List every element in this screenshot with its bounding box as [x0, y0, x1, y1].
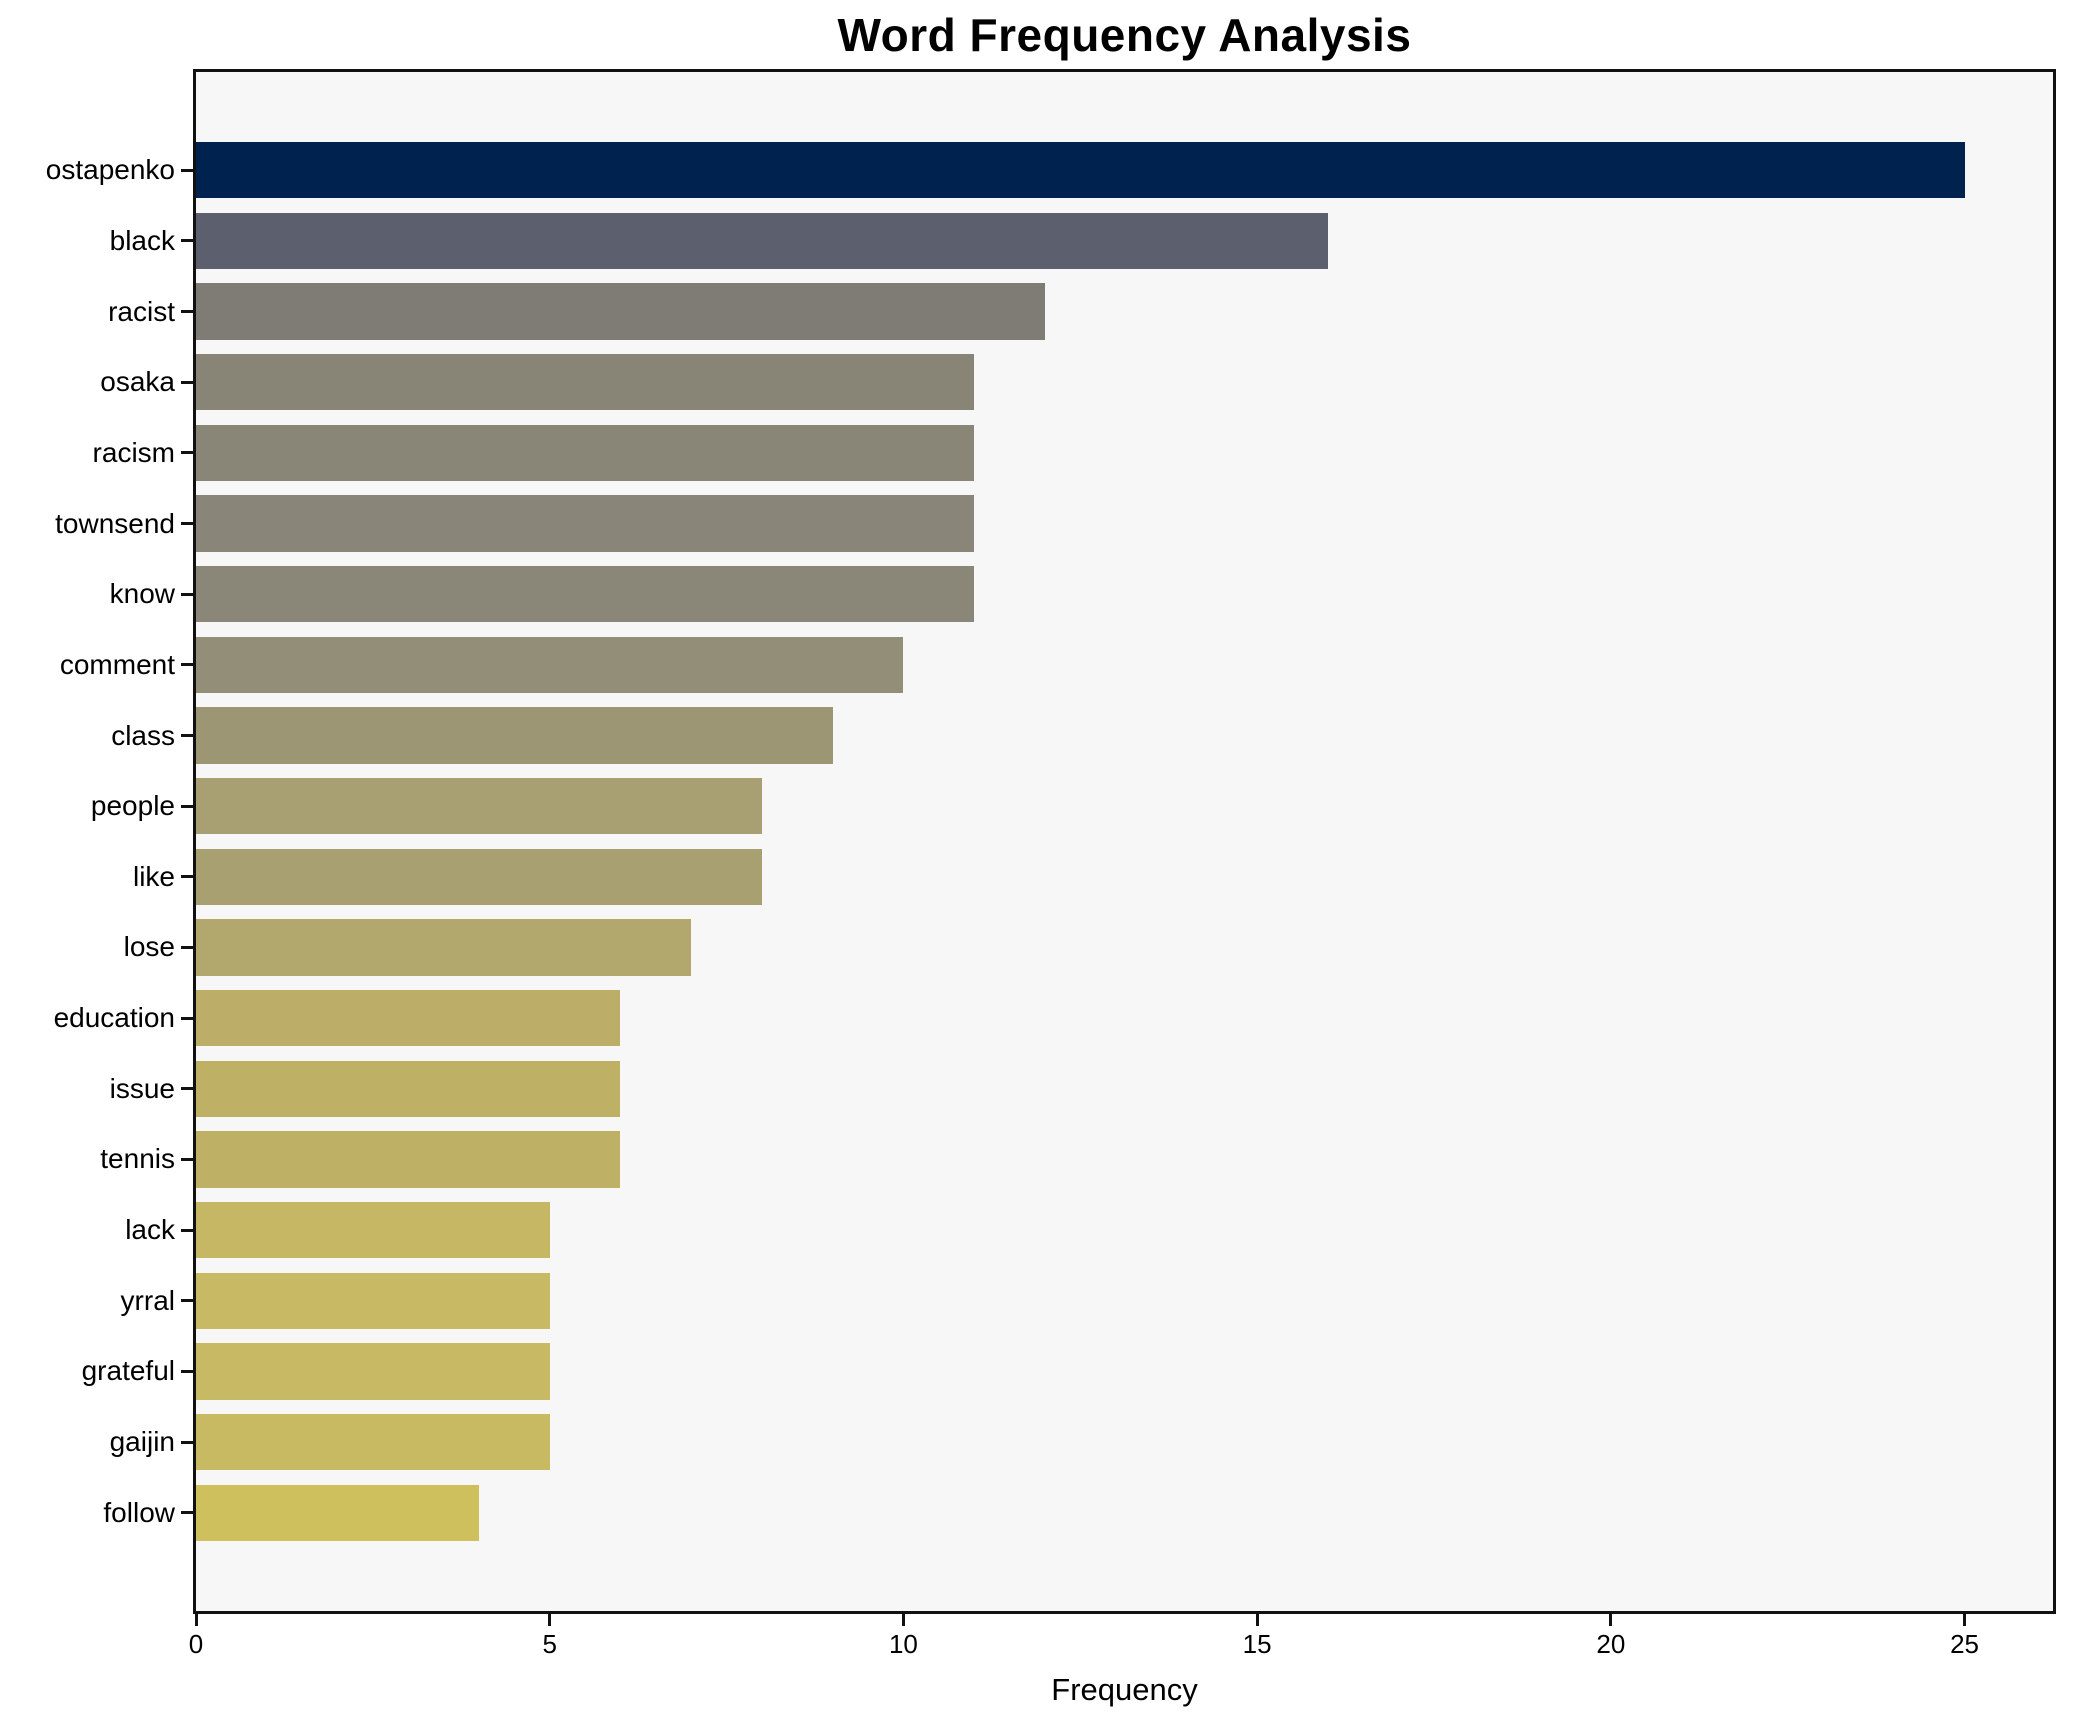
y-tick [181, 1511, 193, 1515]
y-tick [181, 1440, 193, 1444]
bar-class [196, 707, 833, 764]
x-tick-label-15: 15 [1242, 1629, 1272, 1659]
y-tick-label-grateful: grateful [81, 1355, 175, 1387]
y-tick-label-lose: lose [123, 931, 175, 963]
bar-gaijin [196, 1413, 550, 1471]
y-tick [181, 1016, 193, 1020]
x-tick [1609, 1614, 1613, 1626]
x-tick [1963, 1614, 1967, 1626]
y-tick-label-like: like [132, 860, 175, 892]
bar-follow [196, 1484, 479, 1542]
y-tick-label-people: people [90, 790, 175, 822]
x-tick-label-25: 25 [1950, 1629, 1980, 1659]
y-tick [181, 804, 193, 808]
y-tick [181, 1299, 193, 1303]
y-tick [181, 592, 193, 596]
bar-yrral [196, 1272, 550, 1330]
y-tick [181, 1228, 193, 1232]
x-tick [901, 1614, 905, 1626]
y-tick-label-know: know [109, 578, 175, 610]
bar-racism [196, 424, 975, 482]
y-tick [181, 945, 193, 949]
bar-issue [196, 1060, 621, 1118]
x-axis-label: Frequency [1051, 1672, 1198, 1707]
y-tick-label-racist: racist [108, 295, 175, 327]
y-tick-label-yrral: yrral [120, 1284, 175, 1316]
y-tick [181, 734, 193, 737]
y-tick [181, 663, 193, 667]
y-tick-label-black: black [109, 224, 175, 256]
x-tick [548, 1614, 552, 1626]
y-tick-label-education: education [53, 1002, 175, 1034]
bar-like [196, 848, 762, 906]
x-tick-label-20: 20 [1596, 1629, 1626, 1659]
y-tick [181, 239, 193, 243]
y-tick-label-osaka: osaka [100, 366, 175, 398]
y-tick-label-gaijin: gaijin [109, 1426, 175, 1458]
bar-black [196, 212, 1328, 270]
y-tick [181, 380, 193, 384]
y-tick-label-comment: comment [59, 648, 175, 680]
bar-lose [196, 919, 692, 976]
x-tick-label-10: 10 [888, 1629, 918, 1659]
y-tick [181, 310, 193, 314]
bar-racist [196, 283, 1045, 340]
bar-know [196, 565, 975, 623]
y-tick [181, 522, 193, 526]
bar-ostapenko [196, 141, 1965, 199]
bar-lack [196, 1201, 550, 1259]
bar-education [196, 989, 621, 1047]
y-tick-label-follow: follow [103, 1496, 175, 1528]
plot-area [193, 69, 2056, 1614]
bar-grateful [196, 1343, 550, 1400]
x-tick [1255, 1614, 1259, 1626]
y-tick [181, 451, 193, 455]
y-tick [181, 1087, 193, 1091]
bar-people [196, 777, 762, 835]
bar-tennis [196, 1131, 621, 1188]
bar-osaka [196, 353, 975, 411]
y-tick-label-lack: lack [125, 1214, 175, 1246]
bar-townsend [196, 495, 975, 552]
bar-comment [196, 636, 904, 694]
x-tick-label-5: 5 [542, 1629, 557, 1659]
chart-title: Word Frequency Analysis [837, 9, 1412, 61]
y-tick [181, 1369, 193, 1373]
y-tick-label-tennis: tennis [100, 1143, 175, 1175]
y-tick-label-townsend: townsend [55, 507, 175, 539]
y-tick [181, 1157, 193, 1161]
x-tick [194, 1614, 198, 1626]
y-tick-label-class: class [111, 719, 175, 751]
x-tick-label-0: 0 [188, 1629, 204, 1659]
y-tick-label-racism: racism [92, 436, 175, 468]
y-tick [181, 168, 193, 172]
y-tick-label-ostapenko: ostapenko [45, 154, 175, 186]
y-tick-label-issue: issue [109, 1072, 175, 1104]
y-tick [181, 875, 193, 879]
